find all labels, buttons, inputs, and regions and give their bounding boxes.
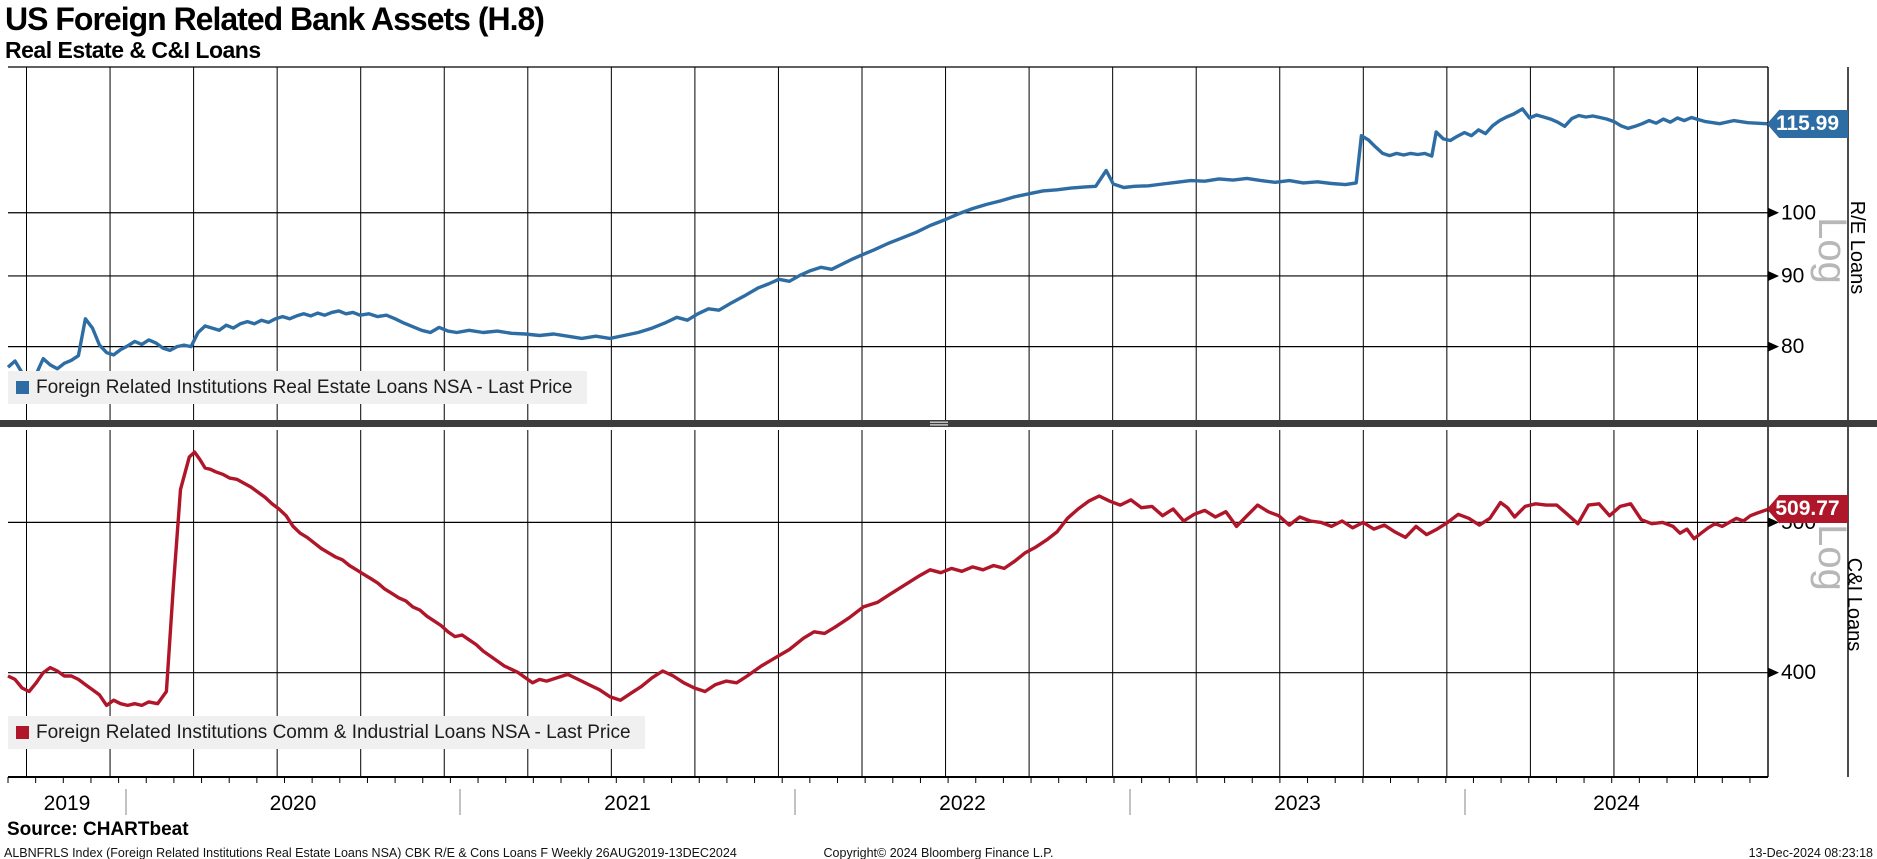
legend-label: Foreign Related Institutions Real Estate…	[36, 376, 573, 398]
y-axis-title-ci-loans: C&I Loans	[1843, 557, 1866, 652]
y-tick-arrow	[1768, 517, 1779, 528]
x-axis-year-label: 2024	[1593, 792, 1640, 815]
last-price-badge-ci: 509.77	[1767, 495, 1848, 523]
y-tick-arrow	[1768, 667, 1779, 678]
y-tick-arrow	[1768, 341, 1779, 352]
legend-label: Foreign Related Institutions Comm & Indu…	[36, 721, 631, 743]
re-series-line	[6, 107, 1769, 380]
y-tick-label: 100	[1781, 201, 1816, 224]
y-tick-arrow	[1768, 207, 1779, 218]
y-axis-title-re-loans: R/E Loans	[1846, 200, 1869, 295]
y-tick-label: 90	[1781, 264, 1804, 287]
legend-ci-loans[interactable]: Foreign Related Institutions Comm & Indu…	[8, 716, 645, 749]
last-price-badge-re: 115.99	[1767, 110, 1848, 138]
legend-swatch-blue	[16, 381, 29, 394]
divider-grip[interactable]	[930, 424, 948, 426]
y-tick-label: 400	[1781, 661, 1816, 684]
source-label: Source: CHARTbeat	[7, 819, 189, 840]
legend-swatch-red	[16, 726, 29, 739]
footer-ticker-info: ALBNFRLS Index (Foreign Related Institut…	[4, 846, 737, 859]
x-axis-year-label: 2021	[604, 792, 651, 815]
footer-timestamp: 13-Dec-2024 08:23:18	[1748, 846, 1873, 859]
x-axis-year-label: 2023	[1274, 792, 1321, 815]
x-axis-year-label: 2020	[270, 792, 317, 815]
x-axis-year-label: 2019	[44, 792, 91, 815]
x-axis-year-label: 2022	[939, 792, 986, 815]
y-tick-label: 80	[1781, 335, 1804, 358]
y-tick-arrow	[1768, 270, 1779, 281]
page-subtitle: Real Estate & C&I Loans	[5, 37, 261, 63]
panel-divider[interactable]	[0, 420, 1877, 427]
footer-copyright: Copyright© 2024 Bloomberg Finance L.P.	[823, 846, 1054, 859]
page-title: US Foreign Related Bank Assets (H.8)	[5, 1, 545, 37]
divider-grip[interactable]	[930, 421, 948, 423]
ci-series-line	[7, 450, 1769, 708]
legend-real-estate-loans[interactable]: Foreign Related Institutions Real Estate…	[8, 371, 587, 404]
